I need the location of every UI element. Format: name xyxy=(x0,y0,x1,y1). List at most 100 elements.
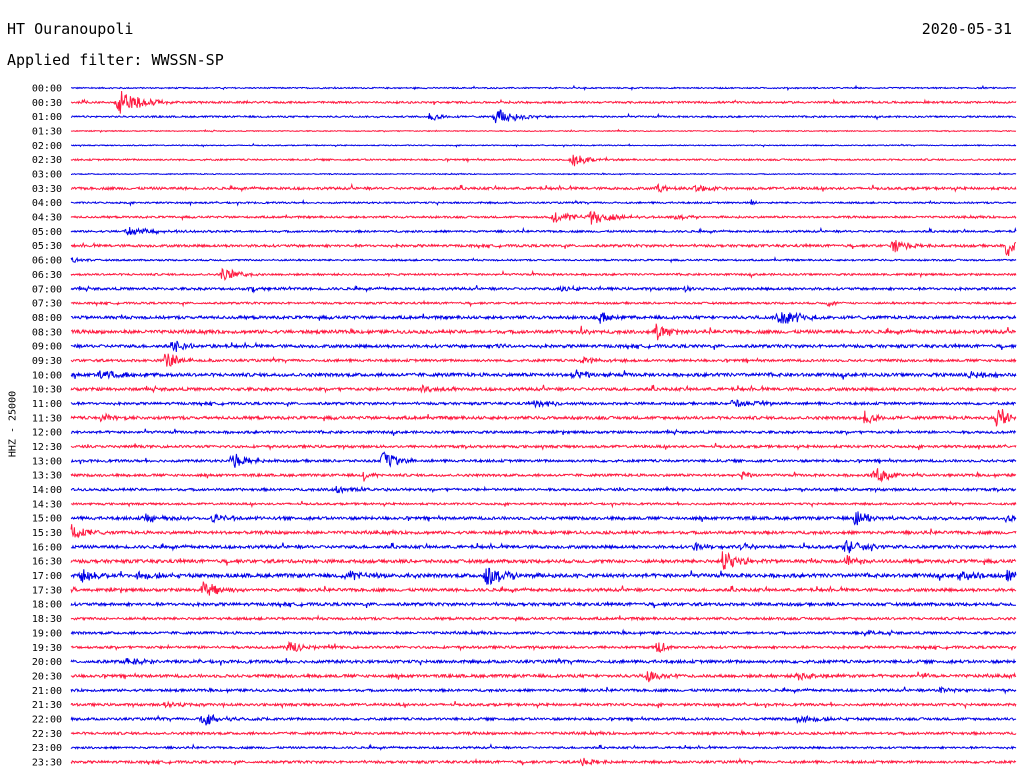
row-label: 06:00 xyxy=(32,256,62,267)
seismic-traces xyxy=(70,84,1017,767)
row-label: 22:30 xyxy=(32,729,62,740)
row-label: 18:30 xyxy=(32,614,62,625)
row-label: 13:00 xyxy=(32,456,62,467)
row-label: 09:30 xyxy=(32,356,62,367)
station-title: HT Ouranoupoli xyxy=(7,20,134,38)
row-label: 23:30 xyxy=(32,757,62,768)
row-label: 04:00 xyxy=(32,198,62,209)
trace-line xyxy=(70,601,1016,609)
row-label: 23:00 xyxy=(32,743,62,754)
trace-line xyxy=(70,614,1017,622)
row-label: 10:30 xyxy=(32,385,62,396)
trace-line xyxy=(70,340,1017,353)
trace-line xyxy=(70,524,1017,539)
trace-line xyxy=(70,323,1016,341)
row-label: 16:00 xyxy=(32,542,62,553)
trace-line xyxy=(70,284,1017,294)
row-label: 02:00 xyxy=(32,141,62,152)
row-label: 01:00 xyxy=(32,112,62,123)
trace-line xyxy=(71,84,1017,92)
row-label: 11:30 xyxy=(32,413,62,424)
trace-line xyxy=(70,240,1017,257)
row-label: 08:00 xyxy=(32,313,62,324)
trace-line xyxy=(70,142,1017,148)
row-label: 14:30 xyxy=(32,499,62,510)
row-label: 02:30 xyxy=(32,155,62,166)
row-label: 01:30 xyxy=(32,127,62,138)
trace-line xyxy=(70,384,1017,394)
trace-line xyxy=(70,128,1017,134)
trace-line xyxy=(70,369,1017,380)
trace-line xyxy=(70,685,1017,695)
trace-line xyxy=(70,442,1017,451)
trace-line xyxy=(70,713,1017,726)
trace-line xyxy=(70,500,1017,509)
row-label: 10:00 xyxy=(32,370,62,381)
row-label: 20:00 xyxy=(32,657,62,668)
trace-line xyxy=(70,199,1017,207)
trace-line xyxy=(70,399,1017,409)
trace-line xyxy=(70,743,1017,751)
row-label: 21:00 xyxy=(32,686,62,697)
row-label: 00:30 xyxy=(32,98,62,109)
row-label: 06:30 xyxy=(32,270,62,281)
trace-line xyxy=(71,451,1017,468)
row-label: 15:00 xyxy=(32,514,62,525)
row-label: 11:00 xyxy=(32,399,62,410)
row-label: 07:30 xyxy=(32,299,62,310)
row-label: 09:00 xyxy=(32,342,62,353)
row-labels: 00:00 00:30 01:00 01:30 02:00 02:30 03:00 03:30… xyxy=(32,84,62,769)
row-label: 17:00 xyxy=(32,571,62,582)
trace-line xyxy=(70,210,1017,225)
trace-line xyxy=(70,757,1017,767)
row-label: 05:30 xyxy=(32,241,62,252)
trace-line xyxy=(70,226,1017,236)
trace-line xyxy=(70,468,1017,483)
row-label: 19:00 xyxy=(32,628,62,639)
trace-line xyxy=(70,90,1017,114)
trace-line xyxy=(70,256,1017,264)
row-label: 17:30 xyxy=(32,585,62,596)
row-label: 00:00 xyxy=(32,84,62,95)
trace-line xyxy=(70,267,1017,282)
row-label: 05:00 xyxy=(32,227,62,238)
row-label: 14:00 xyxy=(32,485,62,496)
trace-line xyxy=(70,182,1017,193)
trace-line xyxy=(71,171,1017,176)
trace-line xyxy=(70,353,1017,367)
row-label: 04:30 xyxy=(32,213,62,224)
row-label: 15:30 xyxy=(32,528,62,539)
trace-line xyxy=(70,728,1017,738)
date-label: 2020-05-31 xyxy=(921,20,1012,38)
trace-line xyxy=(70,485,1017,495)
row-label: 08:30 xyxy=(32,327,62,338)
row-label: 20:30 xyxy=(32,671,62,682)
row-label: 12:00 xyxy=(32,428,62,439)
trace-line xyxy=(70,700,1017,710)
trace-line xyxy=(70,511,1017,526)
trace-line xyxy=(70,540,1017,554)
trace-line xyxy=(70,640,1017,654)
row-label: 21:30 xyxy=(32,700,62,711)
row-label: 16:30 xyxy=(32,557,62,568)
trace-line xyxy=(70,567,1017,586)
trace-line xyxy=(70,628,1017,637)
filter-label: Applied filter: WWSSN-SP xyxy=(7,51,224,69)
trace-line xyxy=(70,154,1017,167)
row-label: 03:00 xyxy=(32,170,62,181)
row-label: 13:30 xyxy=(32,471,62,482)
row-label: 19:30 xyxy=(32,643,62,654)
trace-line xyxy=(70,409,1017,427)
trace-line xyxy=(70,581,1017,596)
row-label: 03:30 xyxy=(32,184,62,195)
trace-line xyxy=(70,109,1017,124)
trace-line xyxy=(70,428,1017,436)
row-label: 12:30 xyxy=(32,442,62,453)
trace-line xyxy=(70,670,1017,683)
trace-line xyxy=(70,311,1017,324)
row-label: 22:00 xyxy=(32,714,62,725)
row-label: 07:00 xyxy=(32,284,62,295)
trace-line xyxy=(70,657,1017,666)
trace-line xyxy=(70,299,1017,308)
